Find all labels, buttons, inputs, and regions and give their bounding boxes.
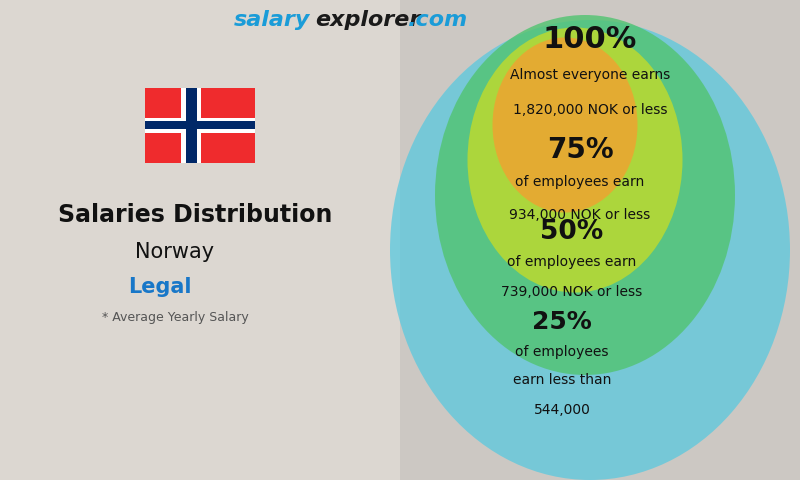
- Text: Almost everyone earns: Almost everyone earns: [510, 68, 670, 82]
- Text: 739,000 NOK or less: 739,000 NOK or less: [502, 285, 642, 299]
- Text: 50%: 50%: [540, 219, 604, 245]
- FancyBboxPatch shape: [145, 87, 255, 163]
- Text: 25%: 25%: [532, 310, 592, 334]
- Text: .com: .com: [408, 10, 468, 30]
- Text: Norway: Norway: [135, 242, 214, 262]
- Text: Salaries Distribution: Salaries Distribution: [58, 203, 332, 227]
- FancyBboxPatch shape: [145, 118, 255, 132]
- Text: 75%: 75%: [546, 136, 614, 164]
- Text: of employees earn: of employees earn: [515, 175, 645, 189]
- FancyBboxPatch shape: [145, 121, 255, 129]
- Ellipse shape: [390, 20, 790, 480]
- Ellipse shape: [493, 37, 638, 213]
- Text: explorer: explorer: [315, 10, 420, 30]
- Text: 1,820,000 NOK or less: 1,820,000 NOK or less: [513, 103, 667, 117]
- Text: earn less than: earn less than: [513, 373, 611, 387]
- Ellipse shape: [467, 27, 682, 292]
- FancyBboxPatch shape: [182, 87, 201, 163]
- Text: * Average Yearly Salary: * Average Yearly Salary: [102, 312, 248, 324]
- Text: of employees earn: of employees earn: [507, 255, 637, 269]
- FancyBboxPatch shape: [186, 87, 197, 163]
- Text: 100%: 100%: [543, 25, 637, 55]
- Text: of employees: of employees: [515, 345, 609, 359]
- Text: 934,000 NOK or less: 934,000 NOK or less: [510, 208, 650, 222]
- FancyBboxPatch shape: [0, 0, 400, 480]
- FancyBboxPatch shape: [400, 0, 800, 480]
- Text: salary: salary: [234, 10, 310, 30]
- Ellipse shape: [435, 15, 735, 375]
- Text: 544,000: 544,000: [534, 403, 590, 417]
- Text: Legal: Legal: [128, 277, 192, 297]
